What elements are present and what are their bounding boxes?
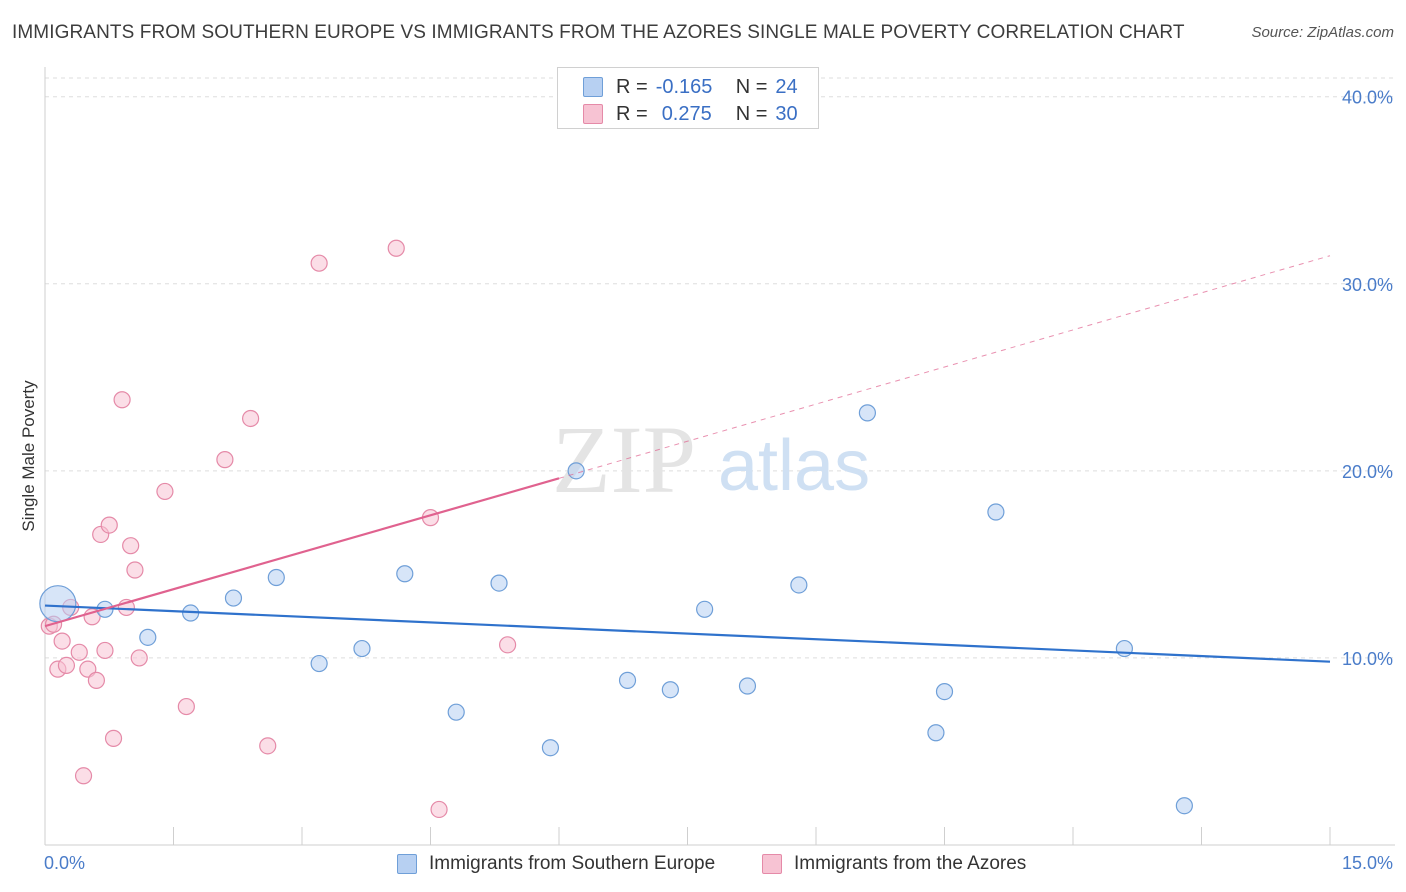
pink-swatch xyxy=(583,104,603,124)
azores-point xyxy=(177,697,195,716)
southern-europe-point xyxy=(490,574,508,592)
southern-europe-point xyxy=(39,585,77,623)
blue-swatch xyxy=(397,854,417,874)
azores-point xyxy=(87,671,106,689)
southern-europe-point xyxy=(927,724,945,742)
azores-point xyxy=(156,482,174,501)
azores-point xyxy=(430,800,448,819)
southern-europe-point xyxy=(139,628,157,646)
southern-europe-point xyxy=(567,462,585,480)
legend-r-value: -0.165 xyxy=(655,75,713,98)
y-tick-label: 30.0% xyxy=(1342,275,1393,295)
bottom-legend-southern-europe: Immigrants from Southern Europe xyxy=(397,851,715,877)
legend-n-value: 24 xyxy=(775,75,798,98)
x-tick-label-max: 15.0% xyxy=(1342,853,1393,873)
southern-europe-point xyxy=(618,671,637,689)
watermark-zip: ZIP xyxy=(552,406,696,513)
azores-point xyxy=(130,649,148,667)
azores-point xyxy=(126,561,144,579)
southern-europe-point xyxy=(267,568,285,587)
southern-europe-point xyxy=(447,703,465,721)
southern-europe-point xyxy=(310,654,328,673)
southern-europe-point xyxy=(935,682,954,701)
azores-point xyxy=(57,656,76,675)
y-tick-label: 20.0% xyxy=(1342,462,1393,482)
azores-point xyxy=(53,632,71,650)
legend-r-value: 0.275 xyxy=(661,102,712,125)
azores-point xyxy=(122,537,140,555)
legend-n-value: 30 xyxy=(775,102,798,125)
y-axis-label: Single Male Poverty xyxy=(19,380,38,532)
azores-point xyxy=(387,239,405,257)
southern-europe-point xyxy=(396,565,414,583)
legend-r-label: R = xyxy=(616,75,648,98)
azores-point xyxy=(74,767,93,785)
y-tick-label: 40.0% xyxy=(1342,88,1393,108)
legend-row-southern-europe: R = -0.165 N = 24 xyxy=(583,74,798,100)
watermark-atlas: atlas xyxy=(718,426,870,506)
southern-europe-point xyxy=(858,404,877,422)
chart-title: IMMIGRANTS FROM SOUTHERN EUROPE VS IMMIG… xyxy=(12,22,1185,43)
axes xyxy=(44,67,1395,846)
azores-point xyxy=(104,729,123,747)
southern-europe-points xyxy=(39,404,1193,815)
bottom-legend-label: Immigrants from Southern Europe xyxy=(429,853,716,874)
azores-trend-line xyxy=(44,477,560,628)
southern-europe-point xyxy=(738,677,757,695)
legend-n-label: N = xyxy=(735,75,768,98)
pink-swatch xyxy=(762,854,782,874)
southern-europe-trend-line xyxy=(44,604,1331,663)
southern-europe-point xyxy=(696,600,714,618)
southern-europe-point xyxy=(987,503,1005,521)
blue-swatch xyxy=(583,77,603,97)
azores-point xyxy=(242,409,260,428)
legend-n-label: N = xyxy=(735,102,768,125)
azores-points xyxy=(40,239,517,819)
legend-r-label: R = xyxy=(616,102,648,125)
southern-europe-point xyxy=(224,589,243,607)
azores-point xyxy=(100,516,118,534)
southern-europe-point xyxy=(661,681,679,699)
x-tick-label-min: 0.0% xyxy=(44,853,85,873)
azores-point xyxy=(310,254,328,272)
azores-point xyxy=(499,636,517,654)
trend-lines xyxy=(44,255,1331,663)
watermark: ZIP atlas xyxy=(552,406,870,513)
bottom-legend-azores: Immigrants from the Azores xyxy=(762,851,1026,877)
legend-row-azores: R = 0.275 N = 30 xyxy=(583,101,798,127)
southern-europe-point xyxy=(790,576,808,594)
y-tick-label: 10.0% xyxy=(1342,649,1393,669)
azores-point xyxy=(259,737,277,755)
southern-europe-point xyxy=(541,739,560,757)
gridlines xyxy=(45,77,1395,659)
bottom-legend-label: Immigrants from the Azores xyxy=(794,853,1027,874)
southern-europe-point xyxy=(353,639,371,658)
tick-labels: 10.0% 20.0% 30.0% 40.0% 0.0% 15.0% xyxy=(44,88,1393,873)
source-label: Source: ZipAtlas.com xyxy=(1251,24,1394,41)
azores-point xyxy=(113,391,131,409)
southern-europe-point xyxy=(1115,639,1134,658)
southern-europe-point xyxy=(1175,797,1193,815)
azores-point xyxy=(70,643,88,661)
azores-trend-extension xyxy=(558,255,1331,479)
azores-point xyxy=(96,641,114,660)
correlation-legend: R = -0.165 N = 24 R = 0.275 N = 30 xyxy=(557,67,819,129)
azores-point xyxy=(216,451,234,469)
